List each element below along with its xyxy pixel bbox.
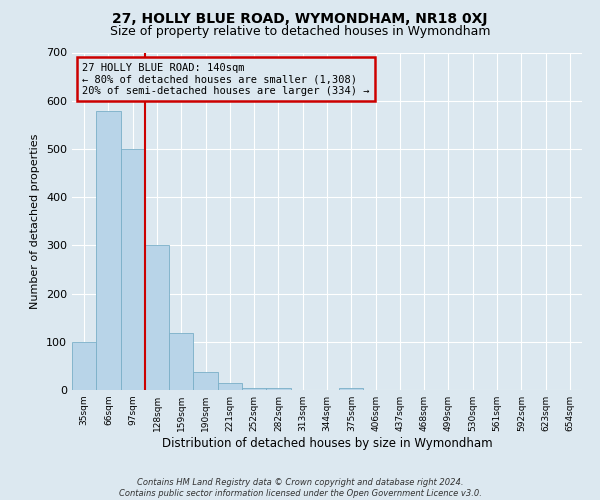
Bar (96, 112, 121, 390)
Text: 27 HOLLY BLUE ROAD: 140sqm
← 80% of detached houses are smaller (1,308)
20% of s: 27 HOLLY BLUE ROAD: 140sqm ← 80% of deta… (82, 62, 370, 96)
Bar (169, 333, 193, 390)
Bar (193, 372, 218, 390)
Bar (218, 383, 242, 390)
Y-axis label: Number of detached properties: Number of detached properties (31, 134, 40, 309)
Text: Size of property relative to detached houses in Wymondham: Size of property relative to detached ho… (110, 25, 490, 38)
Bar (339, 388, 364, 390)
Bar (266, 388, 290, 390)
Bar (121, 149, 145, 390)
X-axis label: Distribution of detached houses by size in Wymondham: Distribution of detached houses by size … (161, 437, 493, 450)
Text: 27, HOLLY BLUE ROAD, WYMONDHAM, NR18 0XJ: 27, HOLLY BLUE ROAD, WYMONDHAM, NR18 0XJ (112, 12, 488, 26)
Bar (145, 246, 169, 390)
Bar (242, 388, 266, 390)
Text: Contains HM Land Registry data © Crown copyright and database right 2024.
Contai: Contains HM Land Registry data © Crown c… (119, 478, 481, 498)
Bar (72, 342, 96, 390)
